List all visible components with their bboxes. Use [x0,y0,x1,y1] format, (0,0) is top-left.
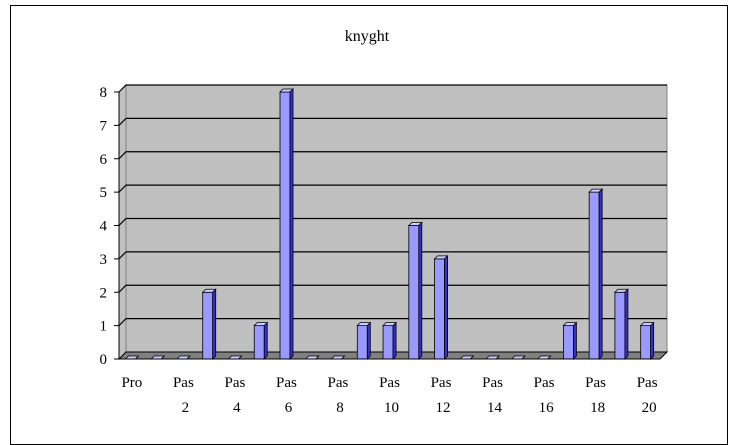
y-tick-label: 3 [100,252,108,268]
x-tick-label: Pas [225,375,246,391]
x-tick-label-line2: 6 [285,400,293,416]
y-tick-label: 4 [100,219,108,235]
x-tick-label: Pro [121,375,142,391]
bar-side [367,323,370,359]
x-tick-label-line2: 16 [539,400,555,416]
bar [280,92,290,359]
y-tick-label: 1 [100,319,108,335]
y-tick-label: 7 [100,118,108,134]
bar-side [651,323,654,359]
bar-side [290,89,293,359]
y-tick-label: 6 [100,152,108,168]
x-tick-label: Pas [173,375,194,391]
x-tick-label-line2: 12 [436,400,451,416]
x-tick-label-line2: 8 [336,400,344,416]
x-tick-label: Pas [534,375,555,391]
x-tick-label-line2: 18 [590,400,605,416]
x-tick-label: Pas [379,375,400,391]
bar [203,292,213,359]
bar [563,326,573,359]
bar-side [599,189,602,359]
x-tick-label-line2: 2 [182,400,190,416]
bar-side [393,323,396,359]
bar-side [573,323,576,359]
x-tick-label: Pas [328,375,349,391]
x-tick-label: Pas [431,375,452,391]
x-tick-label: Pas [482,375,503,391]
bar [641,326,651,359]
bar [589,192,599,359]
x-tick-label-line2: 10 [384,400,399,416]
y-tick-label: 2 [100,285,108,301]
bar [615,292,625,359]
bar [357,326,367,359]
y-tick-label: 8 [100,85,108,101]
x-tick-label-line2: 14 [487,400,503,416]
x-tick-label-line2: 20 [642,400,657,416]
bar [409,226,419,360]
y-tick-label: 0 [100,352,108,368]
x-tick-label: Pas [276,375,297,391]
bar-side [264,323,267,359]
x-tick-label: Pas [637,375,658,391]
x-tick-label-line2: 4 [233,400,241,416]
bar-side [213,289,216,359]
x-tick-label: Pas [585,375,606,391]
bar-side [625,289,628,359]
bar-side [445,256,448,359]
bar [254,326,264,359]
bar-side [419,223,422,360]
bar [383,326,393,359]
bar [435,259,445,359]
y-tick-label: 5 [100,185,108,201]
